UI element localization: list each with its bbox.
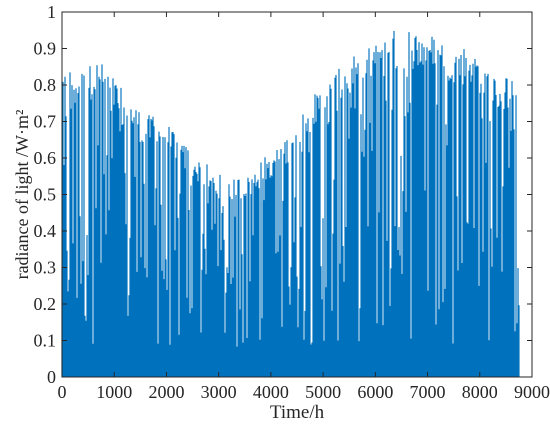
axis-ticks: 0 1000 2000 3000 4000 5000 6000 7000 8000 9000 0 0.… — [34, 2, 550, 402]
x-tick-label: 1000 — [96, 382, 132, 402]
y-tick-label: 0 — [47, 367, 56, 387]
x-tick-label: 4000 — [253, 382, 289, 402]
x-tick-label: 7000 — [410, 382, 446, 402]
y-tick-label: 1 — [47, 2, 56, 22]
x-tick-label: 6000 — [357, 382, 393, 402]
x-tick-label: 0 — [58, 382, 67, 402]
x-axis-label: Time/h — [270, 402, 325, 423]
y-tick-label: 0.8 — [34, 75, 57, 95]
y-axis-label: radiance of light /W·m² — [12, 110, 32, 280]
y-tick-label: 0.5 — [34, 185, 57, 205]
x-tick-label: 8000 — [462, 382, 498, 402]
y-tick-label: 0.9 — [34, 39, 57, 59]
y-tick-label: 0.3 — [34, 258, 57, 278]
x-tick-label: 2000 — [148, 382, 184, 402]
radiance-baseline — [62, 369, 520, 377]
y-tick-label: 0.7 — [34, 112, 57, 132]
y-tick-label: 0.4 — [34, 221, 57, 241]
x-tick-label: 5000 — [305, 382, 341, 402]
radiance-bars — [61, 30, 520, 377]
x-tick-label: 9000 — [514, 382, 550, 402]
y-tick-label: 0.2 — [34, 294, 57, 314]
y-tick-label: 0.6 — [34, 148, 57, 168]
x-tick-label: 3000 — [201, 382, 237, 402]
y-tick-label: 0.1 — [34, 331, 57, 351]
data-bars — [61, 30, 520, 377]
